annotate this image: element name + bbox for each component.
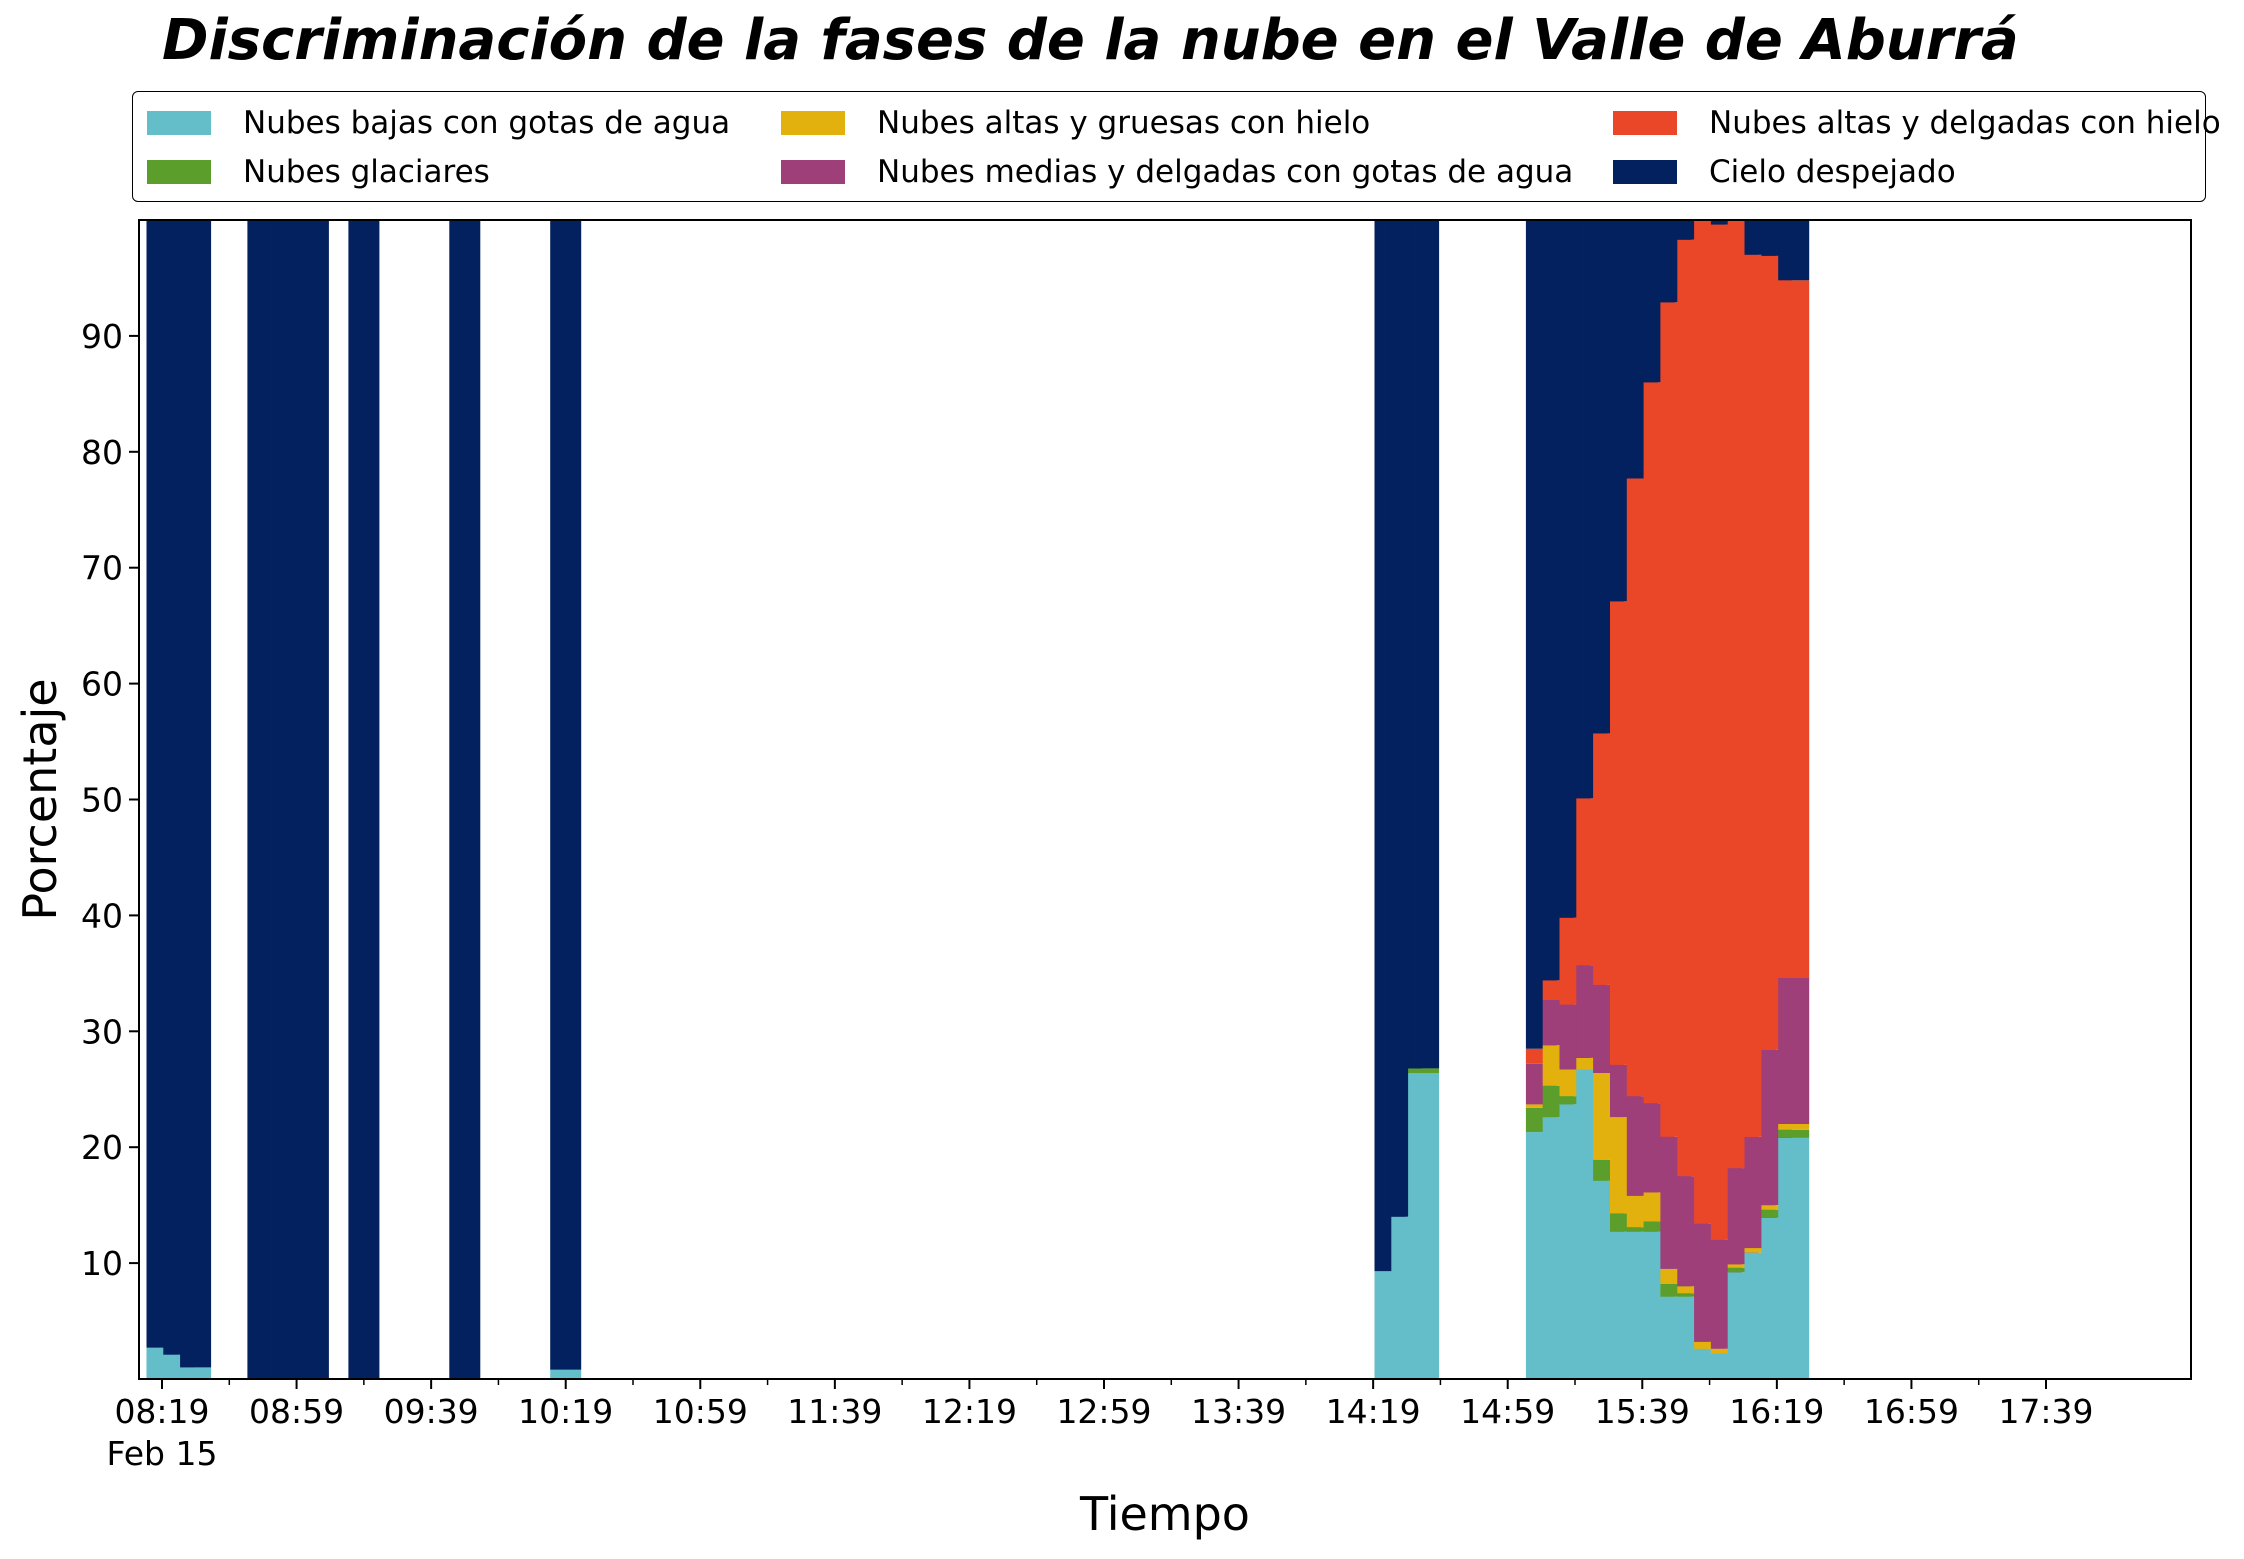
- y-tick-label: 20: [81, 1128, 123, 1167]
- bar-stack: [1408, 220, 1440, 1379]
- bar-segment-high-thick-ice: [1525, 1104, 1557, 1108]
- legend-swatch-high-thick-ice: [781, 111, 845, 135]
- bar-segment-high-thin-ice: [1778, 280, 1810, 978]
- bar-segment-high-thick-ice: [1744, 1248, 1776, 1253]
- bar-stack: [348, 220, 380, 1379]
- bar-segment-clear: [180, 220, 212, 1368]
- x-tick-label: 09:39: [384, 1392, 479, 1431]
- bar-stack: [550, 220, 582, 1379]
- bar-segment-glacial: [1559, 1096, 1591, 1105]
- legend-swatch-mid-thin-water: [781, 160, 845, 184]
- bar-segment-glacial: [1727, 1267, 1759, 1273]
- bar-segment-high-thick-ice: [1576, 1058, 1608, 1070]
- bar-segment-glacial: [1778, 1129, 1810, 1138]
- x-tick-label: 08:59: [249, 1392, 344, 1431]
- plot-frame: [138, 219, 2192, 1380]
- bar-segment-clear: [1408, 220, 1440, 1069]
- y-tick-label: 30: [81, 1012, 123, 1051]
- legend-swatch-high-thin-ice: [1613, 111, 1677, 135]
- x-tick-label: 16:19: [1729, 1392, 1824, 1431]
- x-tick-label: 14:59: [1460, 1392, 1555, 1431]
- x-tick-label: 12:59: [1056, 1392, 1151, 1431]
- bar-segment-high-thick-ice: [1761, 1205, 1793, 1210]
- legend: Nubes bajas con gotas de agua Nubes glac…: [132, 91, 2221, 202]
- legend-item-high-thin-ice: Nubes altas y delgadas con hielo: [1613, 103, 2221, 143]
- x-tick-label: 08:19: [114, 1392, 209, 1431]
- bar-segment-low-water: [1778, 1137, 1810, 1379]
- bar-segment-glacial: [1408, 1068, 1440, 1073]
- bar-segment-high-thick-ice: [1710, 1348, 1742, 1354]
- legend-label-clear: Cielo despejado: [1709, 154, 1956, 190]
- bar-segment-high-thick-ice: [1727, 1264, 1759, 1268]
- legend-label-low-water: Nubes bajas con gotas de agua: [243, 105, 731, 141]
- bar-segment-clear: [550, 220, 582, 1370]
- y-tick-label: 90: [81, 317, 123, 356]
- legend-item-mid-thin-water: Nubes medias y delgadas con gotas de agu…: [781, 152, 1573, 192]
- bar-segment-mid-thin-water: [1778, 978, 1810, 1124]
- bar-segment-high-thick-ice: [1694, 1341, 1726, 1349]
- y-tick-label: 40: [81, 896, 123, 935]
- y-tick-label: 10: [81, 1244, 123, 1283]
- legend-item-high-thick-ice: Nubes altas y gruesas con hielo: [781, 103, 1370, 143]
- x-tick-label: 14:19: [1326, 1392, 1421, 1431]
- x-axis: 08:19 08:59 09:39 10:19 10:59 11:39 12:19 12:59…: [114, 1379, 2094, 1431]
- legend-item-glacial: Nubes glaciares: [147, 152, 490, 192]
- x-tick-label: 12:19: [922, 1392, 1017, 1431]
- legend-item-clear: Cielo despejado: [1613, 152, 1956, 192]
- bar-segment-glacial: [1626, 1227, 1658, 1232]
- legend-label-high-thin-ice: Nubes altas y delgadas con hielo: [1709, 105, 2221, 141]
- bar-stack: [297, 220, 329, 1379]
- y-tick-label: 60: [81, 665, 123, 704]
- chart-title: Discriminación de la fases de la nube en…: [162, 8, 2019, 73]
- bar-segment-clear: [1710, 220, 1742, 225]
- legend-swatch-clear: [1613, 160, 1677, 184]
- legend-label-glacial: Nubes glaciares: [243, 154, 490, 190]
- x-tick-label: 13:39: [1191, 1392, 1286, 1431]
- bar-segment-low-water: [550, 1369, 582, 1379]
- bars-layer: [146, 220, 1810, 1379]
- bar-segment-low-water: [1408, 1073, 1440, 1379]
- bar-stack: [180, 220, 212, 1379]
- bar-segment-high-thick-ice: [1778, 1124, 1810, 1130]
- bar-segment-clear: [1778, 220, 1810, 281]
- y-tick-label: 70: [81, 549, 123, 588]
- y-axis: 10 20 30 40 50 60 70 80 90: [81, 317, 139, 1283]
- legend-label-high-thick-ice: Nubes altas y gruesas con hielo: [877, 105, 1371, 141]
- y-tick-label: 80: [81, 433, 123, 472]
- bar-segment-clear: [348, 220, 380, 1379]
- bar-segment-clear: [449, 220, 481, 1379]
- bar-segment-glacial: [1677, 1293, 1709, 1297]
- bar-segment-clear: [297, 220, 329, 1379]
- legend-item-low-water: Nubes bajas con gotas de agua: [147, 103, 730, 143]
- bar-stack: [449, 220, 481, 1379]
- x-tick-label: 15:39: [1595, 1392, 1690, 1431]
- y-axis-title: Porcentaje: [13, 678, 67, 920]
- bar-stack: [1778, 220, 1810, 1379]
- x-tick-label: 10:19: [518, 1392, 613, 1431]
- x-axis-date-label: Feb 15: [107, 1434, 218, 1473]
- bar-segment-high-thick-ice: [1677, 1286, 1709, 1294]
- x-tick-label: 16:59: [1864, 1392, 1959, 1431]
- legend-swatch-glacial: [147, 160, 211, 184]
- y-tick-label: 50: [81, 781, 123, 820]
- legend-label-mid-thin-water: Nubes medias y delgadas con gotas de agu…: [877, 154, 1574, 190]
- bar-segment-glacial: [1761, 1209, 1793, 1218]
- bar-segment-low-water: [180, 1367, 212, 1379]
- x-axis-title: Tiempo: [1079, 1487, 1250, 1541]
- x-tick-label: 17:39: [1998, 1392, 2093, 1431]
- bar-segment-glacial: [1643, 1221, 1675, 1232]
- x-tick-label: 10:59: [653, 1392, 748, 1431]
- x-tick-label: 11:39: [787, 1392, 882, 1431]
- legend-swatch-low-water: [147, 111, 211, 135]
